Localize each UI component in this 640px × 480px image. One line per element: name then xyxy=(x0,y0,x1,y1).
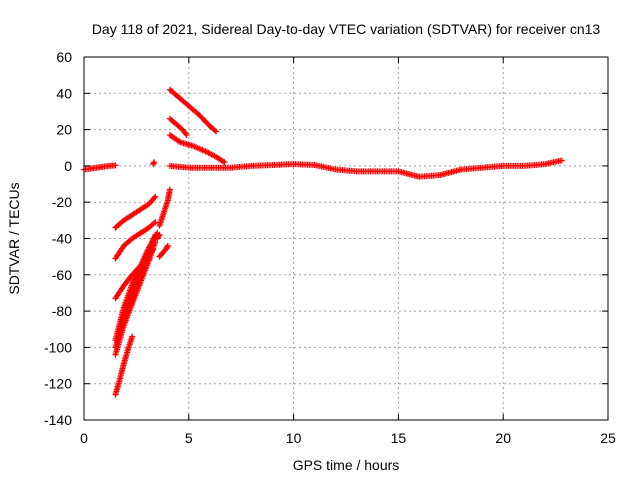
x-axis-label: GPS time / hours xyxy=(293,457,400,473)
y-tick-label: 0 xyxy=(64,158,72,174)
x-tick-label: 20 xyxy=(495,430,511,446)
y-axis-label: SDTVAR / TECUs xyxy=(6,182,22,294)
x-tick-label: 15 xyxy=(391,430,407,446)
series-arc_pos_top xyxy=(166,86,220,135)
data-point xyxy=(129,333,136,340)
data-point xyxy=(151,194,158,201)
y-tick-label: -20 xyxy=(52,194,72,210)
y-tick-label: -140 xyxy=(44,412,72,428)
series-arc_neg_1 xyxy=(112,193,159,231)
x-tick-label: 5 xyxy=(185,430,193,446)
tick-layer: 0 5 10 15 20 25 -140 -120 -100 -80 -60 -40 -20 0 20 40 6… xyxy=(44,49,616,446)
y-tick-label: 20 xyxy=(56,122,72,138)
series-arc_neg_9 xyxy=(156,242,171,260)
data-point xyxy=(156,231,163,238)
data-point xyxy=(211,127,218,134)
data-point xyxy=(558,157,565,164)
series-arc_neg_8 xyxy=(156,186,173,229)
series-arc_neg_2 xyxy=(112,219,159,262)
data-point xyxy=(220,158,227,165)
grid-layer xyxy=(84,57,608,420)
data-point xyxy=(155,233,162,240)
data-point xyxy=(164,243,171,250)
data-point xyxy=(151,159,158,166)
series-baseline_early xyxy=(81,162,119,173)
data-point xyxy=(151,220,158,227)
series-baseline_main xyxy=(166,157,565,180)
data-point xyxy=(152,219,159,226)
data-point xyxy=(152,193,159,200)
data-point xyxy=(182,130,189,137)
chart-title: Day 118 of 2021, Sidereal Day-to-day VTE… xyxy=(92,21,601,37)
y-tick-label: -60 xyxy=(52,267,72,283)
data-point xyxy=(213,128,220,135)
series-arc_neg_7 xyxy=(112,333,136,398)
x-tick-label: 25 xyxy=(600,430,616,446)
series-arc_neg_6 xyxy=(112,230,161,344)
data-point xyxy=(183,132,190,139)
y-tick-label: 40 xyxy=(56,85,72,101)
series-arc_pos_low xyxy=(166,132,228,166)
data-point xyxy=(166,186,173,193)
y-tick-label: -100 xyxy=(44,339,72,355)
data-point xyxy=(164,242,171,249)
data-point xyxy=(176,138,183,145)
data-point xyxy=(112,162,119,169)
series-arc_neg_10 xyxy=(154,231,163,242)
y-tick-label: -40 xyxy=(52,231,72,247)
data-point xyxy=(221,159,228,166)
y-tick-label: 60 xyxy=(56,49,72,65)
data-layer xyxy=(81,86,565,398)
y-tick-label: -80 xyxy=(52,303,72,319)
y-tick-label: -120 xyxy=(44,376,72,392)
series-baseline_pt xyxy=(150,159,158,168)
series-arc_pos_mid xyxy=(166,115,190,139)
x-tick-label: 10 xyxy=(286,430,302,446)
x-tick-label: 0 xyxy=(80,430,88,446)
